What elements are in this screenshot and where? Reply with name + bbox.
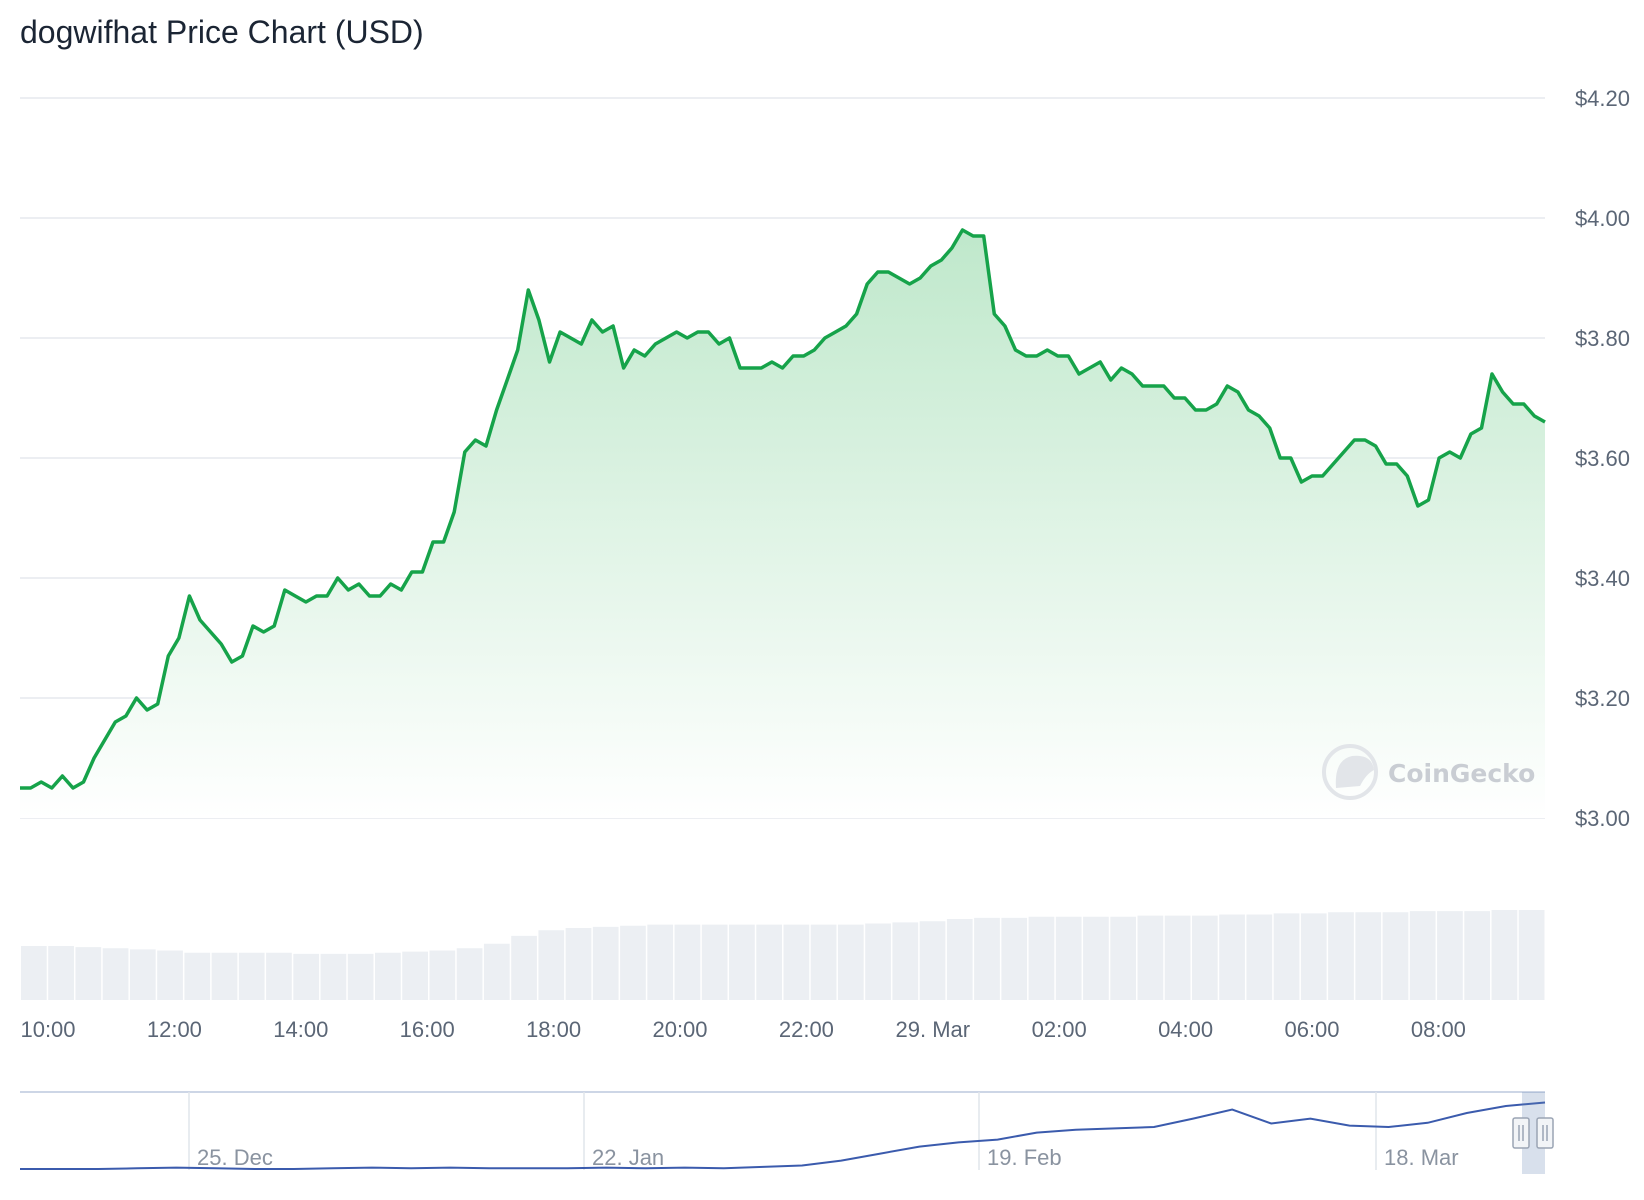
volume-bar (701, 924, 728, 1000)
navigator-tick-label: 25. Dec (197, 1145, 273, 1170)
y-axis: $3.00 $3.20 $3.40 $3.60 $3.80 $4.00 $4.20 (1575, 86, 1630, 831)
navigator-line (20, 1101, 1546, 1170)
volume-bar (1055, 916, 1082, 1000)
volume-bar (238, 952, 265, 1000)
x-tick-label: 08:00 (1411, 1017, 1466, 1042)
x-tick-label: 04:00 (1158, 1017, 1213, 1042)
price-series[interactable] (20, 228, 1546, 818)
y-tick-label: $3.60 (1575, 446, 1630, 471)
volume-bar (1191, 915, 1218, 1000)
volume-bar (1382, 912, 1409, 1000)
volume-bar (48, 946, 74, 1000)
volume-bar (157, 950, 183, 1000)
volume-bar (756, 924, 782, 1000)
volume-bar (429, 950, 456, 1000)
volume-bar (1464, 911, 1491, 1000)
volume-bar (456, 948, 483, 1000)
volume-bar (21, 946, 47, 1000)
volume-bar (1273, 913, 1300, 1000)
volume-bar (402, 951, 428, 1000)
y-tick-label: $4.20 (1575, 86, 1630, 111)
price-line[interactable] (20, 228, 1546, 790)
volume-bar (1300, 913, 1327, 1000)
volume-bar (1355, 912, 1382, 1000)
volume-bar (1028, 916, 1055, 1000)
navigator-tick-label: 22. Jan (592, 1145, 664, 1170)
x-tick-label: 02:00 (1032, 1017, 1087, 1042)
x-tick-label: 14:00 (273, 1017, 328, 1042)
gecko-logo-icon (1322, 744, 1378, 800)
x-tick-label: 12:00 (147, 1017, 202, 1042)
volume-bar (320, 953, 347, 1000)
volume-bar (946, 919, 973, 1000)
price-area (20, 230, 1545, 818)
volume-bar (1437, 911, 1463, 1000)
navigator-tick-label: 19. Feb (987, 1145, 1062, 1170)
volume-bar (1328, 912, 1354, 1000)
volume-bar (1219, 914, 1245, 1000)
volume-bar (266, 952, 292, 1000)
volume-bar (974, 917, 1000, 1000)
volume-bar (674, 924, 701, 1000)
volume-bar (75, 947, 102, 1000)
x-tick-label: 22:00 (779, 1017, 834, 1042)
x-tick-label: 06:00 (1284, 1017, 1339, 1042)
volume-bar (293, 953, 320, 1000)
y-tick-label: $3.80 (1575, 326, 1630, 351)
gecko-head-icon (1335, 755, 1374, 788)
volume-bar (184, 952, 211, 1000)
volume-bars (21, 910, 1545, 1000)
volume-bar (483, 943, 510, 1000)
x-tick-label: 29. Mar (896, 1017, 971, 1042)
volume-bar (375, 952, 401, 1000)
chart-title: dogwifhat Price Chart (USD) (20, 14, 424, 50)
volume-bar (892, 922, 919, 1000)
y-tick-label: $3.20 (1575, 686, 1630, 711)
volume-bar (565, 928, 592, 1000)
volume-bar (211, 952, 238, 1000)
volume-bar (102, 948, 129, 1000)
volume-bar (538, 930, 565, 1000)
y-tick-label: $3.00 (1575, 806, 1630, 831)
volume-bar (1137, 915, 1164, 1000)
volume-bar (1083, 916, 1109, 1000)
volume-bar (1001, 917, 1028, 1000)
volume-bar (1246, 914, 1273, 1000)
navigator-handle[interactable] (1512, 1117, 1530, 1149)
volume-bar (865, 923, 891, 1000)
volume-bar (647, 924, 674, 1000)
coingecko-watermark: CoinGecko (1322, 744, 1535, 800)
volume-bar (837, 924, 864, 1000)
volume-bar (129, 949, 156, 1000)
volume-bar (1409, 911, 1436, 1000)
volume-bar (1491, 910, 1518, 1000)
volume-bar (919, 921, 946, 1000)
navigator-selection[interactable] (1522, 1092, 1545, 1174)
volume-bar (729, 924, 755, 1000)
x-tick-label: 20:00 (652, 1017, 707, 1042)
y-tick-label: $4.00 (1575, 206, 1630, 231)
volume-bar (620, 925, 646, 1000)
x-tick-label: 18:00 (526, 1017, 581, 1042)
volume-bar (1518, 910, 1545, 1000)
volume-bar (347, 953, 374, 1000)
x-tick-label: 16:00 (400, 1017, 455, 1042)
x-axis: 10:00 12:00 14:00 16:00 18:00 20:00 22:00 29. M… (20, 1017, 1465, 1042)
navigator-handle[interactable] (1536, 1117, 1554, 1149)
volume-bar (592, 926, 619, 1000)
volume-bar (810, 924, 837, 1000)
volume-bar (783, 924, 810, 1000)
y-tick-label: $3.40 (1575, 566, 1630, 591)
range-navigator[interactable]: 25. Dec 22. Jan 19. Feb 18. Mar (20, 1091, 1554, 1174)
volume-bar (511, 935, 537, 1000)
watermark-text: CoinGecko (1388, 759, 1535, 788)
volume-bar (1110, 916, 1137, 1000)
x-tick-label: 10:00 (20, 1017, 75, 1042)
volume-bar (1164, 915, 1191, 1000)
navigator-tick-label: 18. Mar (1384, 1145, 1459, 1170)
